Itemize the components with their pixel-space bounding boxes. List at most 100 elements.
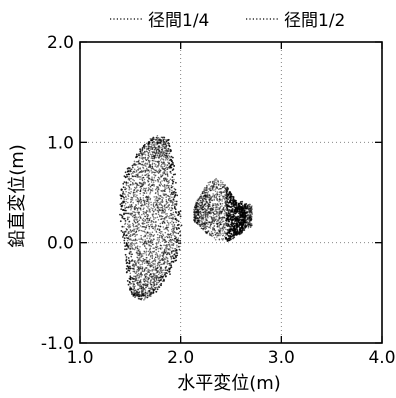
series-1-point: [163, 185, 165, 188]
series-2-point: [213, 189, 215, 191]
series-1-point: [146, 294, 149, 296]
series-1-point: [166, 224, 168, 227]
series-2-point: [197, 198, 200, 201]
series-1-point: [169, 267, 171, 269]
series-1-point: [146, 150, 148, 153]
series-1-point: [142, 167, 145, 169]
series-1-point: [144, 190, 147, 193]
series-1-point: [170, 252, 173, 254]
series-1-point: [130, 207, 133, 209]
series-2-point: [217, 184, 220, 187]
series-1-point: [135, 153, 138, 156]
series-1-point: [173, 207, 176, 210]
series-1-point: [166, 220, 168, 222]
series-1-point: [174, 218, 177, 220]
series-1-point: [157, 281, 160, 284]
series-1-point: [124, 186, 127, 189]
series-1-point: [167, 224, 170, 226]
series-1-point: [140, 281, 142, 284]
series-1-point: [161, 240, 164, 242]
series-1-point: [172, 231, 174, 234]
series-1-point: [150, 254, 152, 257]
series-1-point: [172, 257, 175, 260]
series-1-point: [130, 282, 133, 285]
series-2-point: [251, 216, 253, 218]
series-1-point: [130, 183, 132, 186]
series-2-point: [213, 222, 215, 225]
series-1-point: [157, 181, 159, 183]
series-1-point: [165, 196, 167, 199]
series-1-point: [130, 251, 132, 253]
series-2-point: [203, 224, 205, 226]
series-2-point: [225, 219, 228, 222]
series-1-point: [134, 264, 136, 266]
series-1-point: [143, 288, 146, 290]
series-2-point: [233, 212, 236, 215]
series-1-point: [159, 277, 161, 279]
series-1-point: [133, 216, 136, 219]
series-1-point: [157, 213, 160, 216]
series-1-point: [160, 279, 162, 281]
series-1-point: [141, 260, 143, 262]
series-2-point: [243, 206, 246, 209]
series-2-point: [201, 201, 204, 204]
series-2-point: [221, 239, 224, 241]
series-1-point: [161, 212, 163, 214]
series-1-point: [140, 229, 143, 232]
series-1-point: [128, 220, 131, 223]
series-1-point: [155, 152, 158, 154]
series-1-point: [146, 147, 148, 150]
series-1-point: [155, 230, 158, 232]
series-1-point: [142, 194, 145, 197]
series-1-point: [151, 288, 154, 291]
series-1-point: [168, 165, 171, 168]
series-2-point: [220, 180, 222, 182]
series-1-point: [139, 196, 142, 199]
series-1-point: [171, 220, 173, 222]
series-1-point: [156, 178, 159, 181]
series-1-point: [162, 263, 165, 265]
series-1-point: [159, 259, 162, 262]
x-tick-label-2: 3.0: [268, 348, 295, 368]
series-1-point: [163, 143, 165, 146]
series-1-point: [162, 226, 165, 228]
series-1-point: [156, 264, 159, 267]
series-1-point: [167, 206, 169, 208]
series-1-point: [150, 292, 153, 294]
series-2-point: [216, 222, 219, 225]
series-1-point: [151, 163, 154, 166]
series-2-point: [227, 231, 230, 234]
series-1-point: [171, 163, 173, 166]
series-2-point: [218, 193, 221, 196]
series-1-point: [144, 202, 146, 205]
series-1-point: [130, 242, 133, 244]
series-2-point: [211, 232, 214, 234]
series-2-point: [236, 207, 238, 210]
series-1-point: [169, 244, 171, 247]
series-2-point: [218, 195, 221, 198]
series-1-point: [159, 142, 161, 145]
series-2-point: [231, 199, 234, 202]
series-2-point: [218, 209, 220, 211]
series-1-point: [164, 154, 166, 157]
series-1-point: [132, 247, 134, 250]
series-2-point: [211, 180, 214, 183]
series-1-point: [172, 211, 175, 214]
series-1-point: [123, 237, 126, 240]
series-1-point: [172, 193, 174, 196]
series-1-point: [143, 269, 146, 271]
y-tick-label-3: 2.0: [47, 33, 74, 53]
series-1-point: [161, 251, 164, 253]
series-1-point: [149, 262, 151, 264]
series-1-point: [127, 257, 130, 259]
series-2-point: [210, 223, 212, 225]
series-2-point: [209, 208, 211, 210]
series-1-point: [166, 164, 169, 166]
series-1-point: [168, 247, 170, 250]
series-1-point: [125, 248, 128, 251]
series-1-point: [156, 135, 159, 137]
series-1-point: [160, 183, 163, 186]
series-2-point: [203, 187, 206, 189]
series-1-point: [162, 155, 165, 158]
series-1-point: [125, 200, 127, 203]
